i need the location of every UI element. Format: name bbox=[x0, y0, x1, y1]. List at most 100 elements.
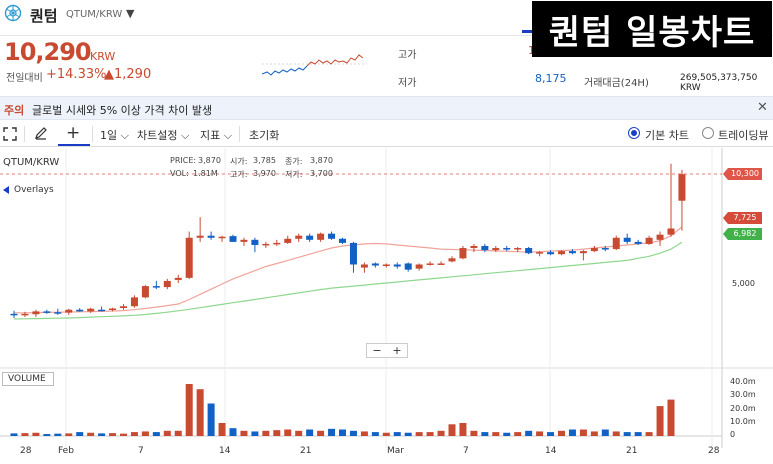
candle-body bbox=[262, 243, 270, 246]
volume-bar bbox=[481, 432, 489, 436]
volume-bar bbox=[514, 432, 522, 436]
candle-body bbox=[229, 236, 237, 242]
volume-bar bbox=[152, 432, 160, 436]
candle-body bbox=[306, 235, 314, 240]
volume-bar bbox=[547, 432, 555, 436]
volume-bar bbox=[229, 428, 237, 436]
zoom-out-button[interactable]: − bbox=[372, 344, 382, 357]
chart-symbol: QTUM/KRW bbox=[3, 157, 60, 168]
crosshair-active-underline bbox=[58, 144, 90, 146]
reset-button[interactable]: 초기화 bbox=[249, 129, 280, 142]
zoom-in-button[interactable]: + bbox=[392, 344, 402, 357]
ticker-summary: 10,290 KRW 전일대비 +14.33% ▲1,290 고가 10 저가 … bbox=[0, 35, 773, 95]
candle-body bbox=[415, 264, 423, 269]
candle-body bbox=[514, 248, 522, 250]
volume-bar bbox=[328, 428, 336, 436]
volume-bar bbox=[218, 423, 226, 436]
notice-message: 글로벌 시세와 5% 이상 가격 차이 발생 bbox=[32, 104, 213, 117]
candle-body bbox=[98, 309, 106, 312]
volume-bar bbox=[623, 432, 631, 436]
volume-bar bbox=[349, 430, 357, 436]
volume-bar bbox=[360, 431, 368, 436]
candle-body bbox=[295, 235, 303, 239]
change-label: 전일대비 bbox=[6, 73, 43, 84]
basic-chart-radio[interactable] bbox=[628, 127, 640, 139]
volume-bar bbox=[601, 429, 609, 436]
volume-tick-label: 30.0m bbox=[730, 390, 756, 400]
candle-body bbox=[284, 238, 292, 243]
candle-body bbox=[349, 242, 357, 265]
interval-label: 1일 bbox=[100, 129, 118, 142]
candle-body bbox=[240, 239, 248, 242]
notice-close-icon[interactable]: ✕ bbox=[757, 100, 768, 115]
volume-bar bbox=[525, 430, 533, 436]
ohlc-high-label: 고가: bbox=[230, 170, 248, 179]
volume-bar bbox=[32, 432, 40, 436]
candle-body bbox=[21, 313, 29, 316]
candle-body bbox=[382, 264, 390, 266]
candle-body bbox=[525, 248, 533, 254]
volume-bar bbox=[492, 432, 500, 436]
volume-bar bbox=[87, 432, 95, 436]
fullscreen-icon[interactable] bbox=[3, 127, 17, 141]
tradingview-label[interactable]: 트레이딩뷰 bbox=[718, 129, 769, 142]
sparkline-red bbox=[306, 54, 364, 67]
volume-bar bbox=[306, 429, 314, 436]
candle-body bbox=[623, 237, 631, 242]
candle-body bbox=[667, 228, 675, 235]
overlays-toggle-icon[interactable] bbox=[3, 186, 9, 194]
volume-panel-label: VOLUME bbox=[2, 372, 54, 386]
candle-body bbox=[76, 309, 84, 312]
volume-bar bbox=[76, 432, 84, 436]
ohlc-vol-label: VOL: bbox=[170, 169, 189, 178]
volume-bar bbox=[240, 430, 248, 436]
price-gap-notice: 주의 글로벌 시세와 5% 이상 가격 차이 발생 ✕ bbox=[0, 96, 773, 120]
candle-body bbox=[426, 263, 434, 265]
qtum-logo-icon bbox=[4, 4, 22, 22]
interval-select[interactable]: 1일 ⌵ bbox=[100, 129, 129, 142]
chart-area[interactable]: QTUM/KRW Overlays PRICE: 3,870 시가: 3,785… bbox=[0, 148, 773, 464]
date-tick-label: 7 bbox=[138, 446, 144, 456]
volume-bar bbox=[196, 389, 204, 436]
candle-body bbox=[196, 235, 204, 238]
volume-bar bbox=[207, 403, 215, 436]
volume-bar bbox=[185, 384, 193, 436]
volume-bar bbox=[590, 431, 598, 436]
volume-bar bbox=[141, 431, 149, 436]
date-tick-label: 28 bbox=[20, 446, 32, 456]
chart-toolbar: + 1일 ⌵ 차트설정 ⌵ 지표 ⌵ 초기화 기본 차트 트레이딩뷰 bbox=[0, 121, 773, 147]
candle-body bbox=[141, 286, 149, 298]
candle-body bbox=[558, 251, 565, 255]
candle-body bbox=[371, 263, 379, 266]
mini-price-sparkline bbox=[262, 54, 367, 76]
crosshair-icon[interactable]: + bbox=[66, 123, 81, 143]
candle-body bbox=[54, 312, 62, 314]
chart-settings-menu[interactable]: 차트설정 ⌵ bbox=[137, 129, 190, 142]
notice-tag: 주의 bbox=[4, 104, 25, 117]
low-label: 저가 bbox=[398, 78, 417, 89]
overlays-label[interactable]: Overlays bbox=[14, 185, 54, 195]
coin-name: 퀀텀 bbox=[30, 7, 58, 25]
volume-bar bbox=[656, 406, 664, 436]
candle-body bbox=[339, 238, 346, 243]
candle-body bbox=[43, 311, 51, 313]
date-tick-label: 14 bbox=[545, 446, 557, 456]
candlestick-chart[interactable] bbox=[0, 148, 773, 464]
basic-chart-label[interactable]: 기본 차트 bbox=[645, 129, 689, 142]
tradingview-radio[interactable] bbox=[702, 127, 714, 139]
volume-bar bbox=[10, 433, 18, 436]
candle-body bbox=[393, 264, 401, 267]
candle-body bbox=[437, 263, 445, 265]
price-level-5000: 5,000 bbox=[732, 279, 755, 288]
coin-dropdown-caret-icon[interactable]: ▼ bbox=[126, 7, 135, 20]
pencil-draw-icon[interactable] bbox=[34, 126, 48, 140]
candle-body bbox=[10, 313, 18, 316]
low-value: 8,175 bbox=[535, 72, 567, 85]
candle-body bbox=[109, 308, 117, 311]
date-tick-label: Feb bbox=[58, 446, 74, 456]
indicators-menu[interactable]: 지표 ⌵ bbox=[200, 129, 233, 142]
sparkline-blue bbox=[262, 65, 308, 76]
candle-body bbox=[273, 242, 281, 245]
candle-body bbox=[601, 248, 609, 250]
volume-bar bbox=[98, 433, 106, 436]
